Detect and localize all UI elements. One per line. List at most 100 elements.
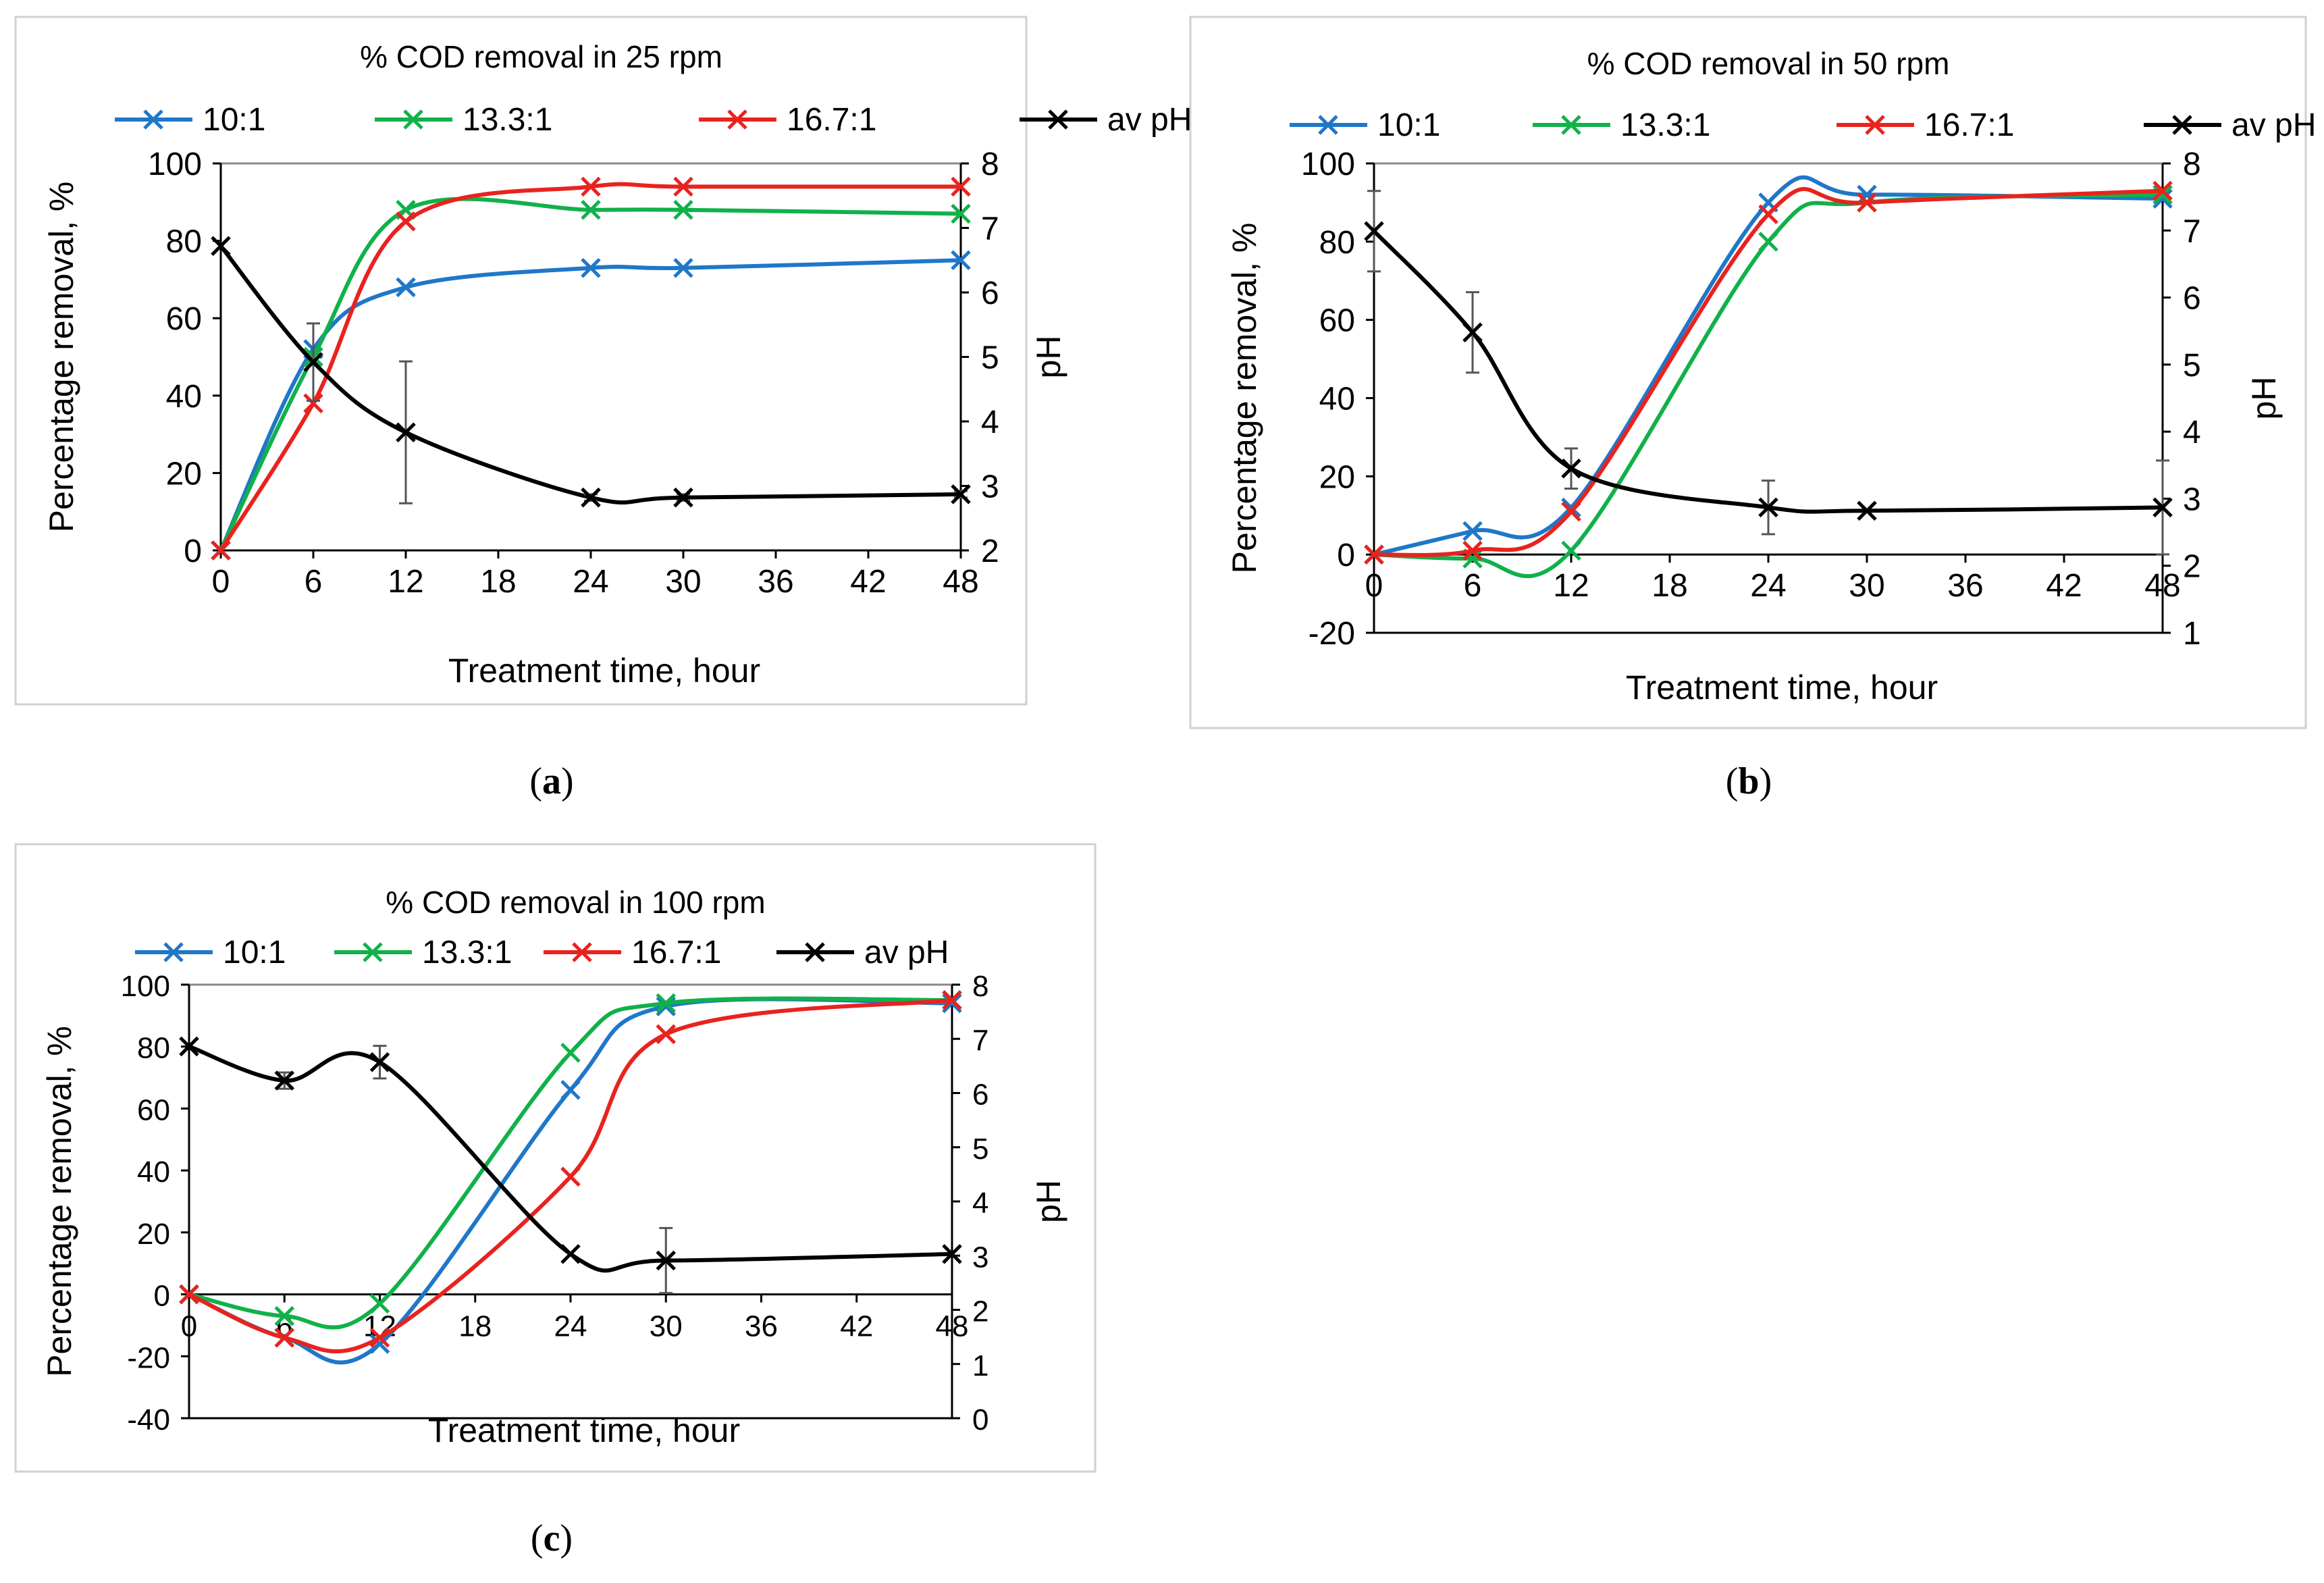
y-tick-label: -40 [127, 1403, 170, 1436]
y2-tick-label: 3 [981, 469, 999, 505]
y-tick-label: 0 [1337, 538, 1355, 573]
legend-label: 16.7:1 [1924, 107, 2014, 143]
chart-frame [14, 843, 1097, 1473]
series-av pH [211, 236, 971, 508]
y-tick-label: 20 [137, 1218, 170, 1251]
chart-title: % COD removal in 100 rpm [386, 885, 765, 920]
x-tick-label: 0 [181, 1310, 197, 1343]
data-point-marker [942, 993, 962, 1014]
legend-entry-3: av pH [1020, 102, 1192, 138]
legend-marker [363, 942, 383, 962]
x-tick-label: 0 [1365, 568, 1383, 604]
data-point-marker [1857, 192, 1877, 213]
legend-marker [1318, 115, 1338, 135]
panel-caption: (a) [529, 760, 573, 802]
data-point-marker [274, 1305, 295, 1326]
data-point-marker [211, 540, 231, 561]
y2-tick-label: 4 [972, 1187, 988, 1220]
y-tick-label: 40 [1319, 382, 1355, 417]
y2-tick-label: 6 [981, 276, 999, 311]
y2-axis-label: pH [1030, 336, 1067, 379]
series-16.7:1 [179, 990, 962, 1354]
data-point-marker [1364, 221, 1384, 242]
legend-marker [1561, 115, 1581, 135]
y2-tick-label: 8 [981, 147, 999, 182]
legend-entry-3: av pH [776, 935, 949, 970]
data-point-marker [303, 393, 323, 414]
data-point-marker [211, 236, 231, 257]
series-line [219, 197, 961, 552]
y-axis-label: Percentage removal, % [1225, 223, 1263, 574]
y-tick-label: 100 [121, 970, 170, 1003]
legend-marker [143, 109, 163, 130]
legend-entry-1: 13.3:1 [334, 935, 512, 970]
data-point-marker [673, 257, 693, 278]
data-point-marker [1857, 500, 1877, 521]
data-point-marker [951, 250, 971, 271]
chart-b: % COD removal in 50 rpm 10:1 13.3:1 16.7:1 a… [1189, 16, 2316, 729]
data-point-marker [274, 1070, 295, 1091]
x-tick-label: 18 [480, 564, 516, 600]
legend-entry-1: 13.3:1 [375, 102, 552, 138]
legend-marker [572, 942, 592, 962]
chart-c: % COD removal in 100 rpm 10:1 13.3:1 16.7:1… [14, 843, 1097, 1473]
y2-tick-label: 3 [2183, 482, 2201, 517]
legend-entry-1: 13.3:1 [1533, 107, 1710, 143]
legend-label: 13.3:1 [422, 935, 512, 970]
legend-marker [1048, 109, 1068, 130]
data-point-marker [2153, 180, 2173, 201]
x-tick-label: 48 [936, 1310, 969, 1343]
x-tick-label: 42 [2046, 568, 2082, 604]
y2-tick-label: 6 [2183, 281, 2201, 317]
y2-tick-label: 4 [981, 405, 999, 440]
y-tick-label: 40 [166, 379, 202, 415]
data-point-marker [1561, 540, 1581, 561]
x-tick-label: 48 [943, 564, 978, 600]
data-point-marker [396, 211, 416, 232]
series-line [219, 258, 961, 552]
y-tick-label: 80 [166, 224, 202, 260]
y-tick-label: 80 [1319, 225, 1355, 261]
legend-marker [805, 942, 825, 962]
x-tick-label: 30 [665, 564, 701, 600]
chart-a: % COD removal in 25 rpm 10:1 13.3:1 16.7:1 a… [14, 16, 1192, 706]
data-point-marker [179, 1284, 199, 1305]
data-point-marker [1758, 204, 1778, 225]
y-tick-label: 60 [1319, 303, 1355, 339]
data-point-marker [560, 1080, 581, 1100]
data-point-marker [1462, 521, 1483, 542]
legend-label: 16.7:1 [631, 935, 721, 970]
data-point-marker [560, 1166, 581, 1187]
legend-label: 10:1 [203, 102, 265, 138]
panel-caption-letter: a [542, 760, 561, 802]
y2-tick-label: 2 [981, 534, 999, 569]
data-point-marker [1758, 232, 1778, 252]
panel-caption: (c) [531, 1517, 573, 1559]
series-line [1373, 175, 2163, 557]
legend-entry-3: av pH [2144, 107, 2316, 143]
y-axis-label: Percentage removal, % [41, 1026, 78, 1377]
y-tick-label: 100 [1301, 147, 1355, 182]
x-tick-label: 36 [745, 1310, 778, 1343]
x-tick-label: 18 [458, 1310, 492, 1343]
legend-label: 16.7:1 [787, 102, 876, 138]
series-av pH [1364, 190, 2173, 556]
series-line [219, 182, 961, 552]
y-tick-label: 20 [1319, 459, 1355, 495]
legend-label: av pH [2231, 107, 2316, 143]
x-tick-label: 36 [758, 564, 793, 600]
data-point-marker [951, 203, 971, 224]
y2-tick-label: 5 [2183, 348, 2201, 384]
y2-tick-label: 6 [972, 1079, 988, 1112]
x-tick-label: 36 [1947, 568, 1983, 604]
data-point-marker [179, 1036, 199, 1057]
y-tick-label: 60 [137, 1093, 170, 1126]
data-point-marker [274, 1328, 295, 1348]
data-point-marker [1758, 497, 1778, 518]
panel-caption: (b) [1726, 760, 1772, 802]
x-tick-label: 24 [573, 564, 608, 600]
legend-label: av pH [1107, 102, 1192, 138]
data-point-marker [942, 990, 962, 1010]
legend-entry-2: 16.7:1 [1837, 107, 2014, 143]
data-point-marker [396, 422, 416, 443]
